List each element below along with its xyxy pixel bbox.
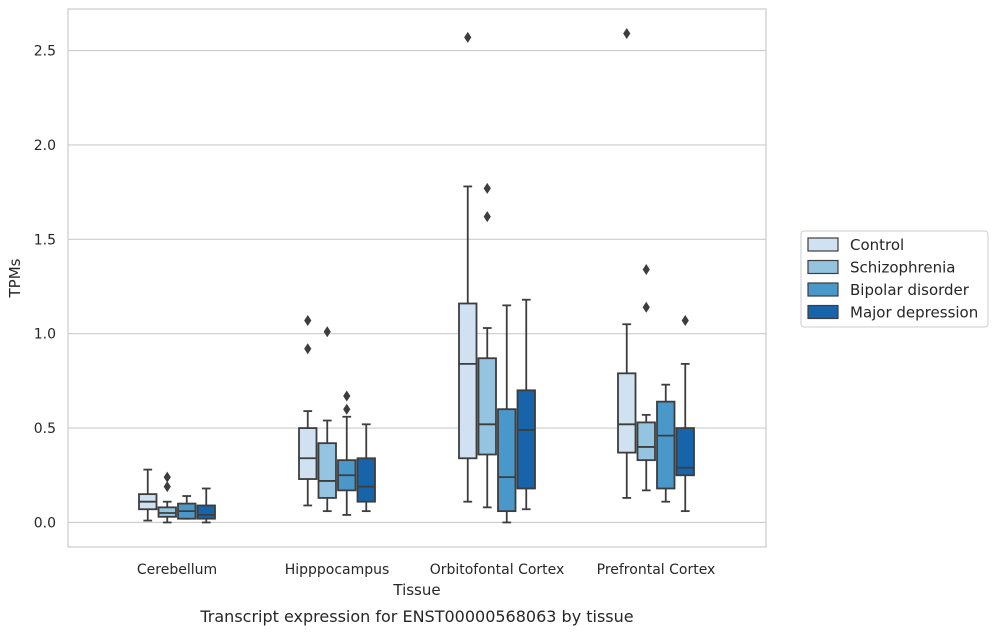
x-axis-title: Tissue xyxy=(392,581,440,599)
box-prefrontal-cortex-schizophrenia xyxy=(636,264,656,492)
x-tick-label: Hipppocampus xyxy=(285,562,390,578)
legend-swatch xyxy=(807,304,839,320)
legend-label: Schizophrenia xyxy=(850,259,955,277)
x-axis-ticks: Cerebellum Hipppocampus Orbitofontal Corte… xyxy=(137,562,715,578)
legend-label: Major depression xyxy=(850,304,978,322)
box-body xyxy=(317,442,337,499)
plot-area-frame xyxy=(67,8,767,548)
box-body xyxy=(196,504,216,520)
outlier-point xyxy=(343,403,351,415)
y-tick-label: 2.5 xyxy=(34,44,56,60)
x-tick-label: Prefrontal Cortex xyxy=(597,562,716,578)
box-body xyxy=(497,408,517,513)
box-body xyxy=(656,400,676,490)
legend-swatch xyxy=(807,282,839,297)
outlier-point xyxy=(323,326,331,338)
box-cerebellum-control xyxy=(138,468,158,522)
outlier-point xyxy=(483,211,491,223)
outlier-point xyxy=(163,481,171,493)
x-tick-label: Cerebellum xyxy=(137,562,217,578)
y-tick-label: 2.0 xyxy=(34,138,56,154)
legend-label: Control xyxy=(850,236,904,254)
x-tick-label: Orbitofontal Cortex xyxy=(430,562,565,578)
box-prefrontal-cortex-major-depression xyxy=(675,314,695,513)
outlier-point xyxy=(681,314,689,326)
legend-frame xyxy=(800,230,989,328)
box-body xyxy=(458,302,478,460)
box-body xyxy=(675,427,695,477)
box-body xyxy=(298,427,318,480)
outlier-point xyxy=(163,471,171,483)
outlier-point xyxy=(642,301,650,313)
box-orbitofontal-cortex-control xyxy=(458,31,478,503)
box-body xyxy=(516,389,536,490)
box-body xyxy=(636,421,656,462)
box-cerebellum-bipolar-disorder xyxy=(177,495,197,520)
outlier-point xyxy=(642,264,650,276)
y-tick-label: 0.0 xyxy=(34,515,56,531)
box-hipppocampus-schizophrenia xyxy=(317,326,337,513)
outlier-point xyxy=(623,28,631,40)
legend-label: Bipolar disorder xyxy=(850,281,970,299)
box-body xyxy=(477,357,497,456)
box-orbitofontal-cortex-major-depression xyxy=(516,298,536,511)
outlier-point xyxy=(304,343,312,355)
y-axis-ticks: 0.0 0.5 1.0 1.5 2.0 2.5 xyxy=(34,44,56,532)
outlier-point xyxy=(304,314,312,326)
legend: Control Schizophrenia Bipolar disorder Majo… xyxy=(800,230,989,328)
box-hipppocampus-control xyxy=(298,314,318,507)
y-tick-label: 0.5 xyxy=(34,421,56,437)
box-body xyxy=(356,457,376,503)
outlier-point xyxy=(483,182,491,194)
box-series xyxy=(138,28,695,524)
box-cerebellum-major-depression xyxy=(196,487,216,524)
box-cerebellum-schizophrenia xyxy=(157,471,177,524)
box-prefrontal-cortex-bipolar-disorder xyxy=(656,383,676,503)
box-body xyxy=(617,372,637,454)
legend-swatch xyxy=(807,259,839,275)
box-prefrontal-cortex-control xyxy=(617,28,637,499)
box-hipppocampus-bipolar-disorder xyxy=(337,390,357,516)
chart-caption: Transcript expression for ENST0000056806… xyxy=(199,607,633,626)
box-body xyxy=(157,506,177,518)
box-orbitofontal-cortex-bipolar-disorder xyxy=(497,304,517,524)
outlier-point xyxy=(464,31,472,43)
box-orbitofontal-cortex-schizophrenia xyxy=(477,182,497,509)
outlier-point xyxy=(343,390,351,402)
y-tick-label: 1.0 xyxy=(34,327,56,343)
box-hipppocampus-major-depression xyxy=(356,423,376,513)
legend-swatch xyxy=(807,237,839,252)
y-tick-label: 1.5 xyxy=(34,232,56,248)
y-axis-title: TPMs xyxy=(6,258,24,298)
gridlines xyxy=(68,49,766,524)
